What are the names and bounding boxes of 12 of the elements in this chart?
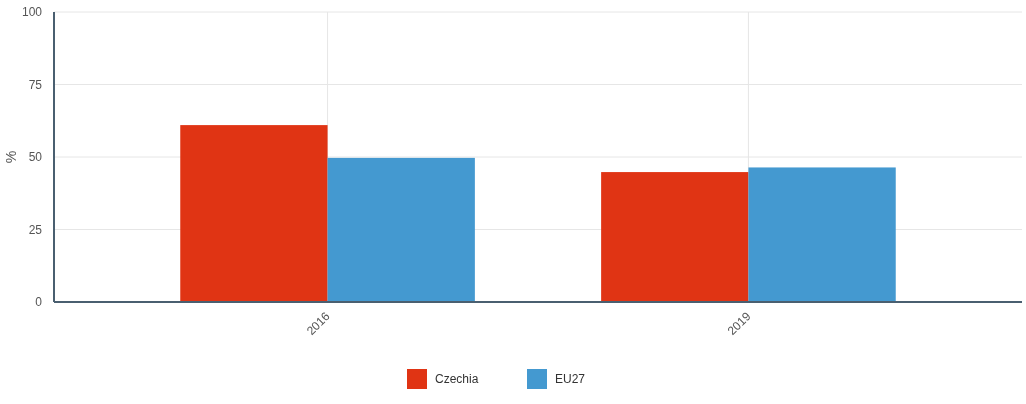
bar [601, 172, 749, 302]
y-tick-label: 50 [28, 150, 43, 165]
legend-label: Czechia [435, 372, 479, 387]
bar [327, 157, 475, 302]
y-tick-label: 25 [28, 222, 43, 237]
y-tick-label: 0 [35, 295, 43, 310]
bar [748, 167, 896, 302]
legend-label: EU27 [555, 372, 586, 387]
bar [180, 125, 328, 302]
y-tick-label: 75 [28, 77, 43, 92]
y-axis-title: % [3, 150, 19, 164]
y-tick-label: 100 [21, 5, 43, 20]
